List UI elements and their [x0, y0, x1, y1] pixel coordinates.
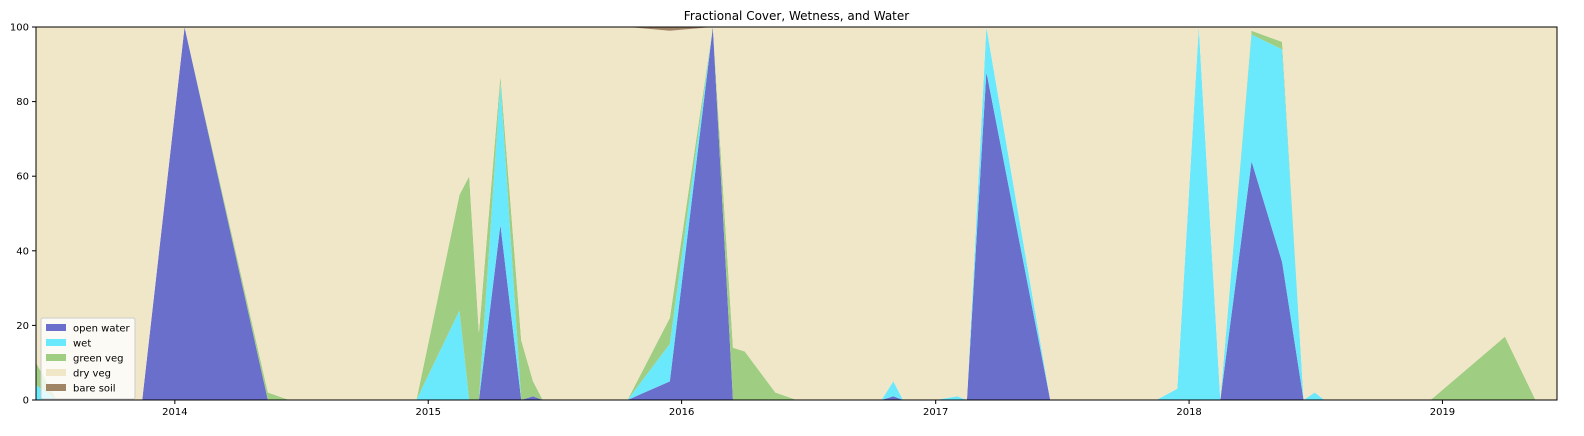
legend-swatch — [46, 384, 66, 391]
legend-swatch — [46, 354, 66, 361]
y-tick-label: 20 — [16, 321, 29, 332]
x-tick-label: 2016 — [669, 407, 694, 418]
chart-title: Fractional Cover, Wetness, and Water — [684, 9, 909, 23]
legend-label: bare soil — [73, 384, 116, 395]
area-dry-veg — [36, 27, 1557, 400]
x-tick-label: 2014 — [162, 407, 187, 418]
y-tick-label: 0 — [23, 396, 29, 407]
legend: open water wet green veg dry veg bare soil — [40, 317, 136, 400]
y-tick-label: 80 — [16, 97, 29, 108]
legend-label: green veg — [73, 354, 123, 365]
x-tick-label: 2017 — [923, 407, 948, 418]
x-tick-label: 2019 — [1430, 407, 1455, 418]
areas-layer — [36, 27, 1557, 400]
legend-box — [40, 317, 136, 400]
x-tick-label: 2018 — [1176, 407, 1201, 418]
legend-label: open water — [73, 324, 131, 335]
legend-label: wet — [73, 339, 91, 350]
y-tick-label: 40 — [16, 246, 29, 257]
area-open-water — [36, 27, 1557, 400]
x-tick-label: 2015 — [415, 407, 440, 418]
y-axis: 0 20 40 60 80 100 — [10, 23, 36, 407]
legend-label: dry veg — [73, 369, 111, 380]
x-axis: 2014 2015 2016 2017 2018 2019 — [162, 400, 1455, 418]
legend-swatch — [46, 369, 66, 376]
y-tick-label: 100 — [10, 23, 29, 34]
plot-frame — [35, 26, 1558, 401]
y-tick-label: 60 — [16, 172, 29, 183]
legend-swatch — [46, 339, 66, 346]
legend-swatch — [46, 324, 66, 331]
